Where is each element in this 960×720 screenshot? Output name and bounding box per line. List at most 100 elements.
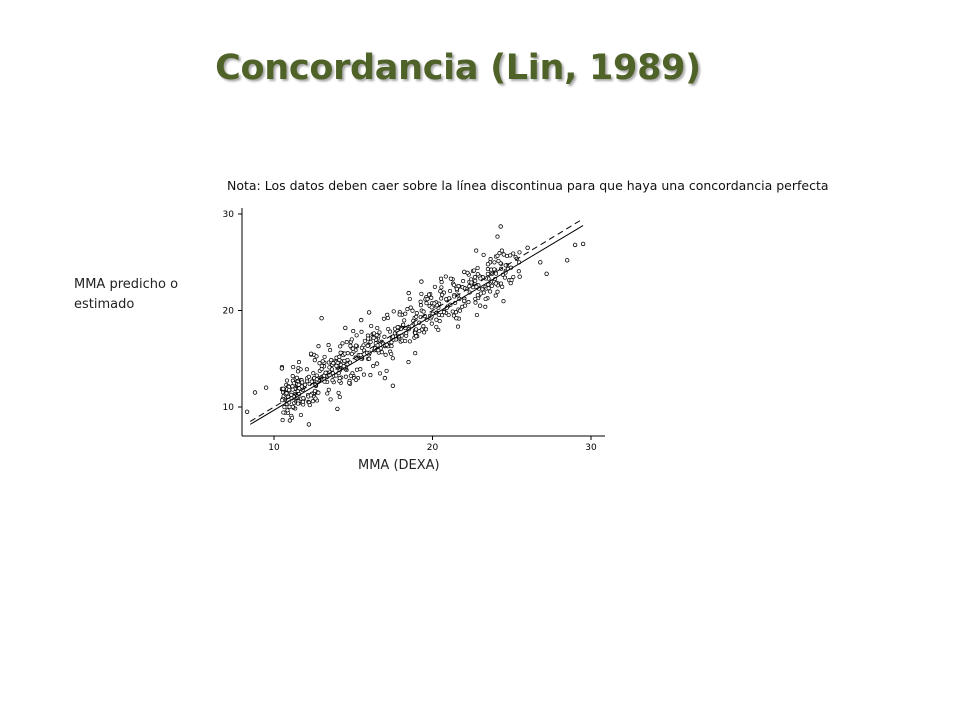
data-point [329, 367, 335, 372]
data-point [338, 350, 343, 355]
data-point [294, 375, 299, 380]
data-point [478, 276, 483, 281]
data-point [368, 373, 373, 378]
data-point [443, 274, 448, 279]
data-point [300, 380, 305, 385]
data-point [495, 234, 500, 239]
data-point [349, 351, 354, 356]
data-point [413, 351, 418, 356]
data-point [290, 374, 295, 379]
data-point [368, 339, 373, 345]
data-point [279, 366, 285, 371]
data-point [483, 304, 488, 309]
data-point [308, 393, 313, 398]
data-point [525, 245, 530, 250]
data-point [489, 283, 494, 288]
data-point [450, 309, 455, 314]
data-point [263, 385, 269, 390]
data-point [285, 408, 290, 413]
data-point [359, 317, 364, 323]
data-point [330, 378, 335, 383]
data-point [475, 265, 480, 271]
data-point [328, 348, 333, 353]
data-point [492, 267, 497, 272]
data-point [480, 287, 485, 292]
data-point [421, 324, 426, 329]
data-point [377, 371, 383, 376]
data-point [436, 312, 441, 317]
data-point [244, 409, 250, 414]
slide-title: Concordancia (Lin, 1989) [215, 48, 701, 88]
data-point [289, 392, 294, 397]
data-point [340, 341, 345, 346]
data-point [390, 334, 396, 339]
data-point [401, 322, 406, 327]
identity-line-dashed [249, 218, 584, 422]
data-point [417, 329, 422, 334]
data-point [440, 292, 445, 297]
data-point [565, 258, 570, 263]
data-point [316, 344, 321, 349]
data-point [351, 329, 356, 334]
data-point [303, 382, 308, 387]
data-point [334, 363, 339, 368]
data-point [496, 258, 501, 264]
data-point [483, 296, 488, 302]
data-point [347, 380, 352, 385]
data-point [439, 296, 444, 301]
data-point [469, 280, 474, 285]
data-point [306, 422, 312, 427]
data-point [508, 253, 513, 258]
data-point [308, 351, 314, 356]
data-point [517, 250, 522, 255]
data-point [495, 253, 500, 258]
data-point [422, 330, 427, 335]
data-point [426, 292, 432, 297]
data-point [342, 358, 347, 363]
data-point [486, 286, 491, 291]
data-point [493, 271, 499, 276]
y-tick-label: 20 [223, 307, 235, 317]
data-point [434, 324, 439, 330]
data-point [280, 398, 285, 403]
data-point [304, 367, 309, 372]
data-point [371, 331, 377, 336]
data-point [451, 282, 457, 288]
data-point [451, 313, 456, 318]
data-point [498, 281, 504, 286]
data-point [374, 361, 380, 366]
data-point [488, 257, 493, 262]
data-point [424, 301, 429, 306]
data-point [322, 354, 327, 359]
data-point [414, 314, 419, 319]
y-tick-label: 10 [223, 403, 235, 413]
data-point [474, 284, 479, 289]
data-point [359, 329, 364, 334]
data-point [310, 399, 315, 404]
data-point [382, 334, 387, 339]
data-point [316, 390, 321, 395]
y-axis-label: MMA predicho o estimado [74, 277, 179, 312]
data-point [326, 387, 331, 392]
data-point [390, 383, 396, 388]
data-point [446, 312, 451, 318]
data-point [414, 334, 419, 339]
data-point [354, 377, 359, 382]
data-point [429, 305, 434, 310]
data-point [376, 348, 381, 353]
data-point [414, 311, 419, 316]
data-point [408, 305, 413, 310]
data-point [437, 319, 442, 324]
data-point [511, 251, 516, 256]
data-point [413, 330, 418, 335]
data-point [493, 281, 499, 286]
data-point [314, 377, 319, 382]
data-point [337, 376, 342, 381]
data-point [495, 289, 500, 294]
reference-lines [249, 218, 584, 425]
data-point [375, 343, 380, 348]
data-point [337, 394, 342, 400]
data-point [281, 410, 286, 415]
data-point [385, 312, 390, 317]
